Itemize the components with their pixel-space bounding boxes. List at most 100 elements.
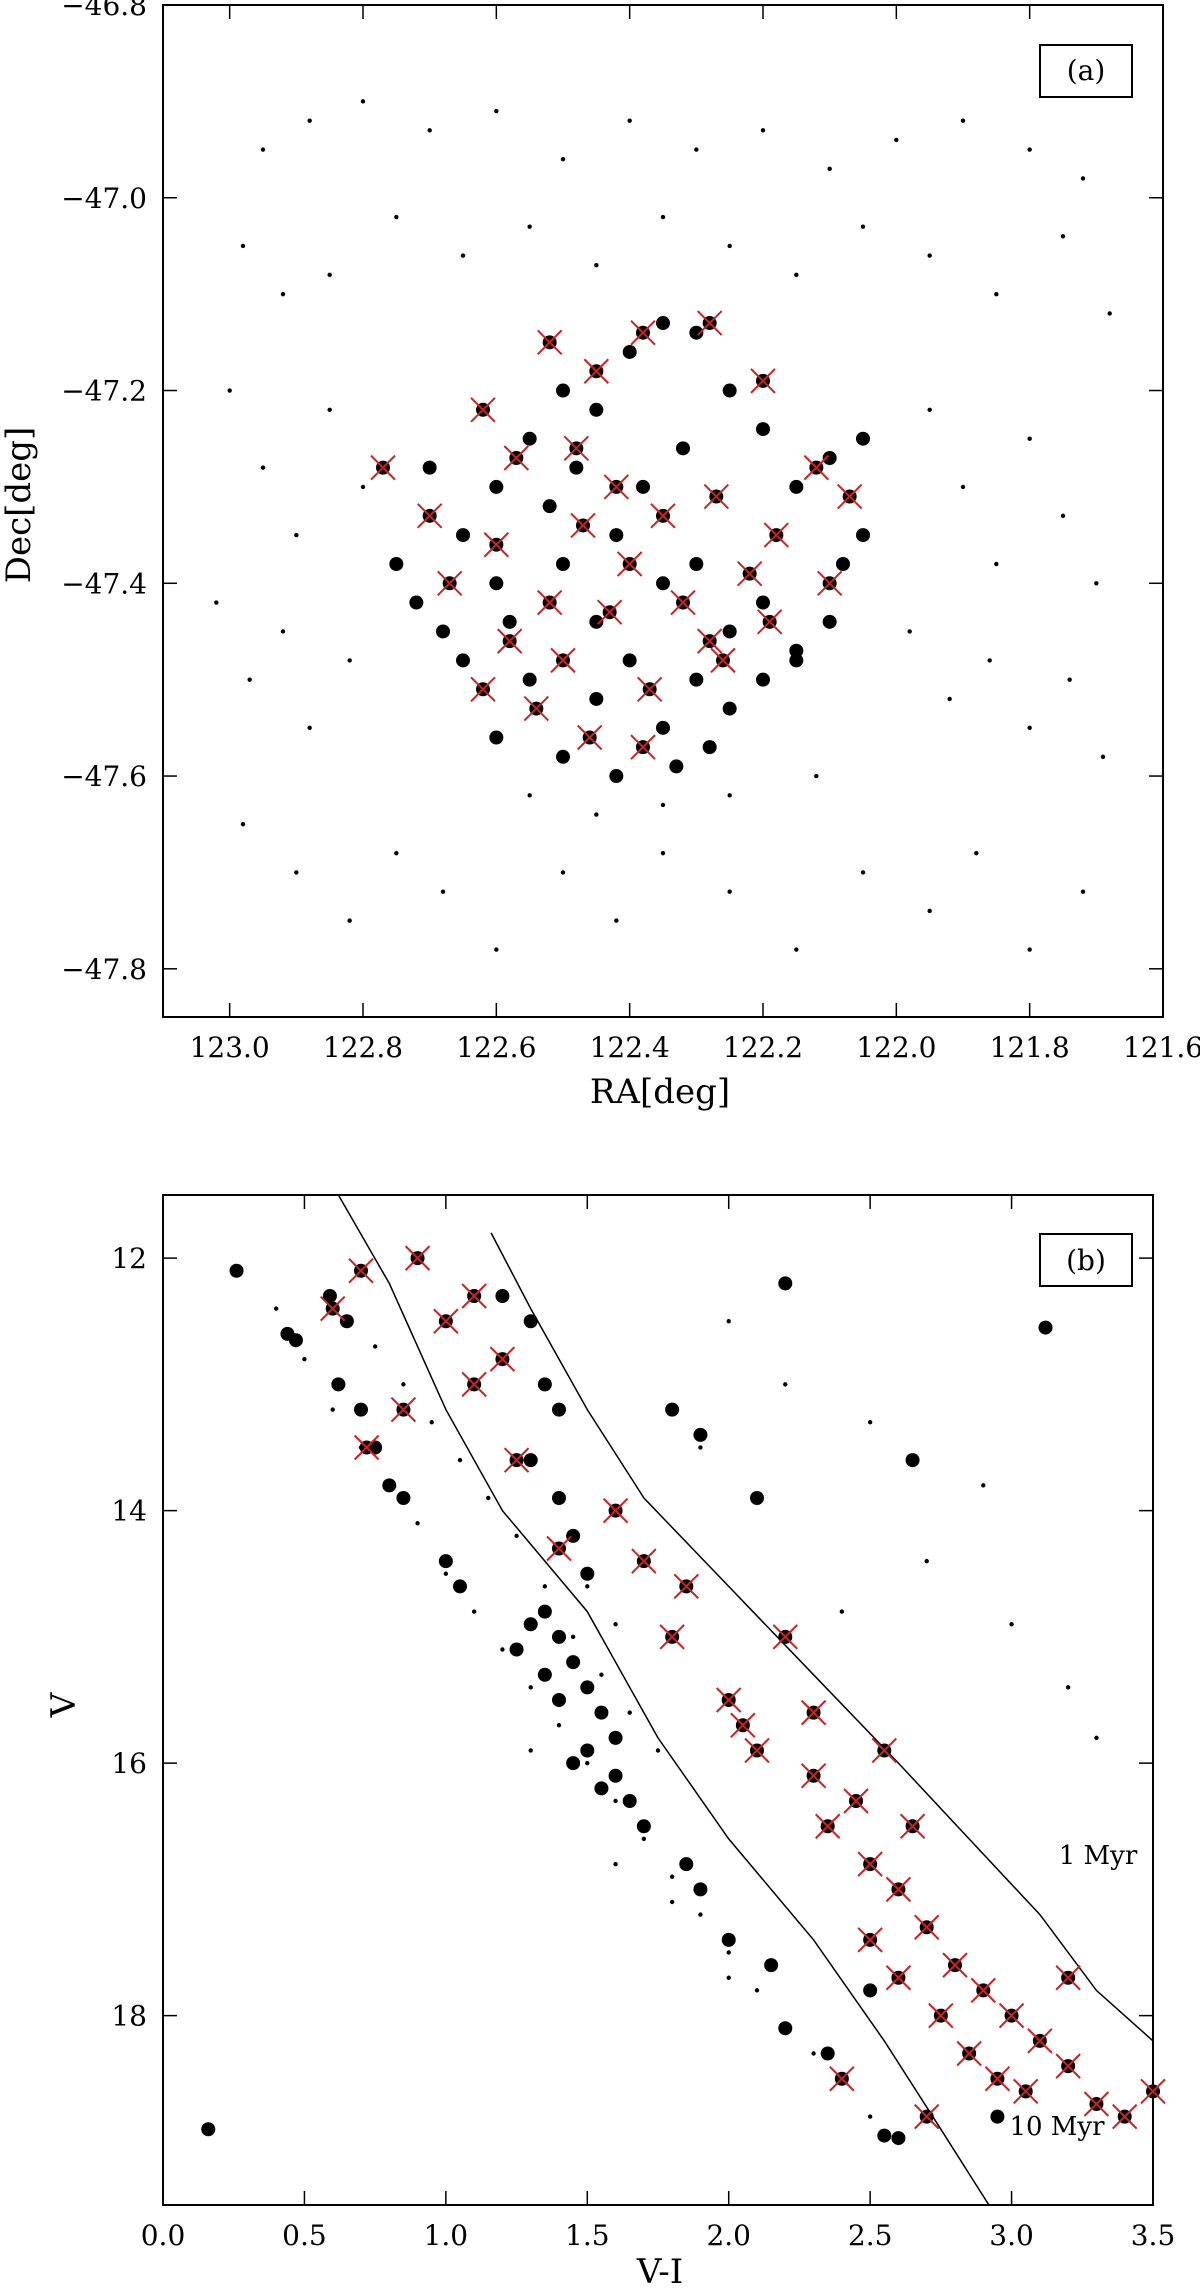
field-star-point xyxy=(570,1634,576,1640)
field-star-point xyxy=(947,696,952,702)
field-star-point xyxy=(960,484,966,490)
flagged-star-point xyxy=(744,1737,770,1764)
member-star-point xyxy=(566,1655,581,1670)
field-star-point xyxy=(594,263,599,268)
member-star-point xyxy=(580,1743,595,1758)
field-star-point xyxy=(924,1558,929,1564)
member-star-point xyxy=(489,576,504,591)
member-star-point xyxy=(556,557,570,572)
flagged-star-point xyxy=(503,1447,530,1473)
flagged-star-point xyxy=(871,1737,897,1764)
y-tick-label: 14 xyxy=(111,1495,147,1528)
flagged-star-point xyxy=(570,512,596,539)
x-tick-label: 0.0 xyxy=(141,2219,186,2252)
panel-a-flagged-stars xyxy=(370,310,863,760)
member-star-point xyxy=(789,479,804,494)
field-star-point xyxy=(494,108,499,114)
flagged-star-point xyxy=(914,1914,940,1940)
field-star-point xyxy=(560,157,566,162)
isochrone-line xyxy=(490,1232,1154,2042)
field-star-point xyxy=(655,1748,661,1753)
member-star-point xyxy=(656,576,670,591)
field-star-point xyxy=(500,1647,505,1652)
y-tick-label: 16 xyxy=(111,1747,147,1780)
field-star-point xyxy=(347,658,352,663)
field-star-point xyxy=(594,812,599,817)
field-star-point xyxy=(627,1710,632,1715)
member-star-point xyxy=(552,1491,566,1505)
field-star-point xyxy=(294,532,299,538)
member-star-point xyxy=(322,1289,337,1303)
member-star-point xyxy=(656,720,670,735)
field-star-point xyxy=(994,561,999,567)
member-star-point xyxy=(669,759,684,774)
field-star-point xyxy=(528,1748,533,1753)
flagged-star-point xyxy=(763,522,790,548)
flagged-star-point xyxy=(843,1788,869,1814)
member-star-point xyxy=(594,1781,609,1796)
field-star-point xyxy=(1080,889,1086,894)
member-star-point xyxy=(288,1333,303,1348)
field-star-point xyxy=(613,1622,618,1627)
field-star-point xyxy=(839,1609,845,1614)
field-star-point xyxy=(240,822,246,827)
field-star-point xyxy=(907,629,912,634)
flagged-star-point xyxy=(1055,1965,1081,1991)
flagged-star-point xyxy=(970,1977,996,2004)
field-star-point xyxy=(727,889,732,894)
member-star-point xyxy=(689,325,704,340)
member-star-point xyxy=(778,1276,793,1291)
flagged-star-point xyxy=(483,532,510,558)
member-star-point xyxy=(636,1819,651,1834)
flagged-star-point xyxy=(536,589,563,616)
member-star-point xyxy=(339,1314,354,1329)
member-star-point xyxy=(789,643,804,658)
field-star-point xyxy=(987,658,992,663)
flagged-star-point xyxy=(1112,2103,1138,2130)
field-star-point xyxy=(394,214,399,220)
field-star-point xyxy=(1027,725,1032,731)
member-star-point xyxy=(229,1263,244,1278)
field-star-point xyxy=(783,1382,788,1387)
flagged-star-point xyxy=(602,1497,629,1524)
flagged-star-point xyxy=(404,1245,431,1271)
flagged-star-point xyxy=(1027,2028,1053,2054)
member-star-point xyxy=(722,624,737,639)
field-star-point xyxy=(585,1584,590,1589)
flagged-star-point xyxy=(503,445,530,471)
flagged-star-point xyxy=(984,2066,1011,2092)
flagged-star-point xyxy=(576,724,603,751)
member-star-point xyxy=(389,557,404,572)
y-tick-label: −46.8 xyxy=(61,0,147,22)
flagged-star-point xyxy=(631,1548,657,1574)
flagged-star-point xyxy=(616,551,643,577)
field-star-point xyxy=(698,1912,703,1917)
isochrone-line xyxy=(337,1194,990,2206)
flagged-star-point xyxy=(899,1813,926,1839)
field-star-point xyxy=(240,243,246,249)
panel-a-x-axis-label: RA[deg] xyxy=(590,1072,730,1112)
flagged-star-point xyxy=(750,368,776,394)
field-star-point xyxy=(307,118,312,123)
member-star-point xyxy=(622,653,637,668)
member-star-point xyxy=(331,1377,346,1392)
field-star-point xyxy=(867,1420,873,1425)
member-star-point xyxy=(764,1958,779,1973)
field-star-point xyxy=(727,243,732,249)
member-star-point xyxy=(537,1604,552,1619)
member-star-point xyxy=(836,557,850,572)
field-star-point xyxy=(660,802,666,808)
field-star-point xyxy=(360,484,366,490)
member-star-point xyxy=(523,1617,538,1632)
field-star-point xyxy=(660,850,666,856)
flagged-star-point xyxy=(630,734,656,760)
flagged-star-point xyxy=(436,570,463,596)
member-star-point xyxy=(676,441,690,456)
field-star-point xyxy=(927,407,932,412)
field-star-point xyxy=(280,291,286,297)
field-star-point xyxy=(981,1483,986,1488)
field-star-point xyxy=(927,908,932,914)
x-tick-label: 122.4 xyxy=(590,1031,670,1064)
x-tick-label: 3.5 xyxy=(1131,2219,1176,2252)
member-star-point xyxy=(489,730,504,745)
